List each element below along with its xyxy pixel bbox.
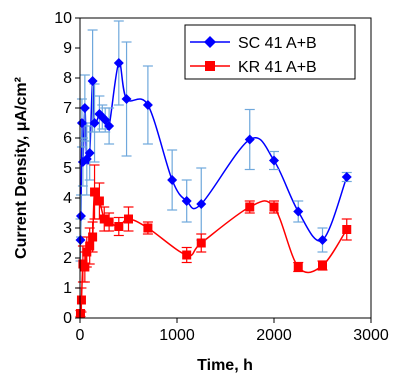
y-tick-label: 2 — [63, 250, 72, 267]
axes: 0 1 2 3 4 5 6 7 8 9 10 0 1000 2000 3000 — [54, 10, 389, 344]
y-ticks: 0 1 2 3 4 5 6 7 8 9 10 — [54, 10, 80, 327]
data-point-kr41 — [99, 214, 109, 224]
x-tick-label: 3000 — [353, 327, 389, 344]
y-tick-label: 6 — [63, 130, 72, 147]
data-point-sc41 — [293, 206, 304, 217]
legend-label-kr41: KR 41 A+B — [238, 59, 317, 76]
data-point-sc41 — [76, 118, 87, 128]
data-point-sc41 — [113, 58, 124, 68]
data-point-kr41 — [88, 232, 98, 242]
data-point-sc41 — [87, 76, 98, 86]
data-point-kr41 — [124, 214, 133, 224]
data-point-sc41 — [341, 172, 352, 182]
data-point-kr41 — [80, 262, 90, 272]
data-point-sc41 — [75, 211, 86, 221]
data-point-kr41 — [76, 295, 86, 305]
data-point-kr41 — [293, 262, 303, 272]
y-tick-label: 0 — [63, 310, 72, 327]
data-point-kr41 — [196, 238, 206, 248]
data-point-kr41 — [114, 222, 124, 231]
data-markers — [75, 58, 352, 318]
data-point-sc41 — [244, 134, 255, 145]
series-line — [79, 62, 348, 242]
y-tick-label: 1 — [63, 280, 72, 297]
series-line — [79, 189, 348, 314]
y-tick-label: 8 — [63, 70, 72, 87]
data-point-kr41 — [143, 223, 153, 233]
data-point-sc41 — [89, 118, 100, 128]
y-tick-label: 9 — [63, 40, 72, 57]
data-point-kr41 — [90, 187, 100, 197]
x-tick-label: 2000 — [256, 327, 292, 344]
y-tick-label: 4 — [63, 190, 72, 207]
data-point-sc41 — [317, 235, 328, 245]
legend: SC 41 A+B KR 41 A+B — [184, 24, 356, 80]
data-point-sc41 — [121, 94, 132, 104]
data-point-sc41 — [142, 100, 153, 110]
data-point-kr41 — [82, 247, 92, 257]
y-tick-label: 5 — [63, 160, 72, 177]
data-point-kr41 — [342, 225, 352, 234]
data-point-kr41 — [94, 196, 104, 206]
x-axis-title: Time, h — [197, 357, 253, 374]
x-ticks: 0 1000 2000 3000 — [76, 318, 389, 344]
y-tick-label: 3 — [63, 220, 72, 237]
legend-marker-kr41 — [205, 61, 215, 71]
data-point-kr41 — [269, 202, 279, 212]
data-point-sc41 — [84, 148, 95, 158]
data-point-kr41 — [182, 250, 192, 260]
data-point-sc41 — [181, 196, 192, 206]
data-point-sc41 — [196, 199, 207, 209]
data-point-kr41 — [245, 202, 255, 212]
data-point-kr41 — [104, 217, 114, 227]
y-tick-label: 10 — [54, 10, 72, 27]
data-point-sc41 — [167, 175, 178, 185]
x-tick-label: 0 — [76, 327, 85, 344]
legend-marker-sc41 — [204, 36, 216, 48]
y-axis-title: Current Density, μA/cm² — [13, 77, 30, 259]
legend-label-sc41: SC 41 A+B — [238, 35, 317, 52]
data-point-sc41 — [79, 103, 90, 113]
data-point-kr41 — [85, 241, 95, 251]
data-point-sc41 — [269, 155, 279, 166]
data-point-sc41 — [104, 121, 115, 131]
y-tick-label: 7 — [63, 100, 72, 117]
x-tick-label: 1000 — [159, 327, 195, 344]
trend-curves — [79, 62, 348, 314]
data-point-kr41 — [318, 261, 327, 270]
